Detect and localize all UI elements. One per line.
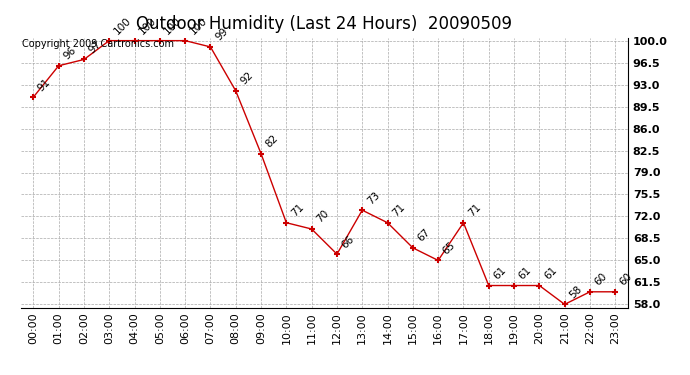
Text: 65: 65: [441, 240, 457, 256]
Text: 91: 91: [36, 76, 52, 93]
Text: 61: 61: [517, 265, 533, 281]
Text: 67: 67: [415, 227, 432, 244]
Title: Outdoor Humidity (Last 24 Hours)  20090509: Outdoor Humidity (Last 24 Hours) 2009050…: [137, 15, 512, 33]
Text: 100: 100: [137, 15, 158, 36]
Text: 82: 82: [264, 133, 280, 150]
Text: 100: 100: [188, 15, 209, 36]
Text: 100: 100: [163, 15, 184, 36]
Text: 58: 58: [567, 284, 584, 300]
Text: 61: 61: [491, 265, 508, 281]
Text: 71: 71: [289, 202, 306, 219]
Text: 96: 96: [61, 45, 78, 62]
Text: 70: 70: [315, 209, 331, 225]
Text: Copyright 2009 Cartronics.com: Copyright 2009 Cartronics.com: [22, 39, 174, 49]
Text: 97: 97: [87, 39, 104, 55]
Text: 61: 61: [542, 265, 559, 281]
Text: 60: 60: [618, 271, 634, 288]
Text: 99: 99: [213, 26, 230, 43]
Text: 73: 73: [365, 190, 382, 206]
Text: 71: 71: [466, 202, 483, 219]
Text: 60: 60: [593, 271, 609, 288]
Text: 92: 92: [239, 70, 255, 87]
Text: 66: 66: [339, 234, 356, 250]
Text: 71: 71: [391, 202, 407, 219]
Text: 100: 100: [112, 15, 133, 36]
